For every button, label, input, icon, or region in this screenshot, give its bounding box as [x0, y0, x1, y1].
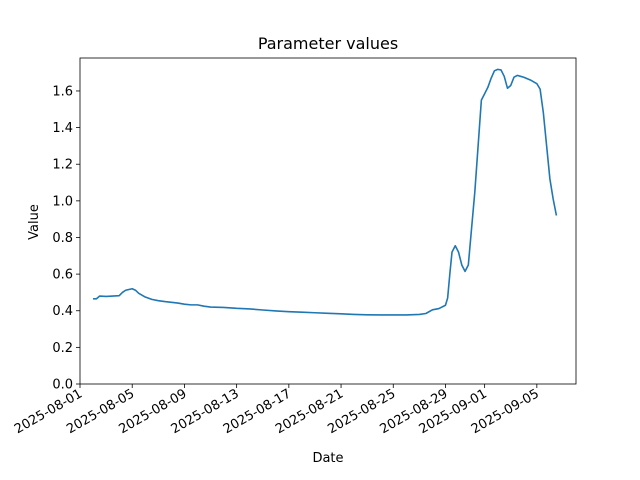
- plot-area: [79, 57, 577, 385]
- y-tick-label: 0.6: [52, 268, 73, 283]
- y-tick-label: 0.8: [52, 231, 73, 246]
- series-line-0: [93, 68, 558, 316]
- axes-frame: [79, 57, 577, 385]
- y-tick-label: 0.4: [52, 304, 73, 319]
- y-tick-label: 1.0: [52, 194, 73, 209]
- x-axis-ticks: 2025-08-012025-08-052025-08-092025-08-13…: [12, 384, 542, 437]
- y-axis-ticks: 0.0 0.2 0.4 0.6 0.8 1.0 1.2 1.4 1.6: [52, 84, 80, 393]
- y-tick-label: 0.0: [52, 378, 73, 393]
- chart-title: Parameter values: [258, 34, 398, 53]
- x-axis-label: Date: [312, 451, 343, 466]
- y-tick-label: 1.4: [52, 121, 73, 136]
- y-tick-label: 0.2: [52, 341, 73, 356]
- y-axis-label: Value: [27, 204, 42, 240]
- y-tick-label: 1.2: [52, 158, 73, 173]
- y-tick-label: 1.6: [52, 84, 73, 99]
